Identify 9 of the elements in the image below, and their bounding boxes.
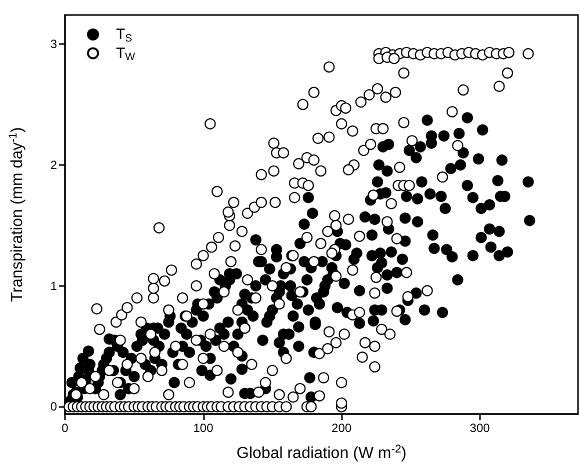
y-tick-label: 1	[50, 278, 58, 293]
y-axis-title: Transpiration (mm day-1)	[8, 127, 26, 302]
x-tick-label: 200	[332, 421, 352, 435]
x-tick-label: 0	[62, 421, 69, 435]
y-tick-label: 2	[50, 158, 58, 172]
y-tick-label: 0	[50, 400, 58, 414]
x-tick-label: 100	[193, 421, 214, 435]
x-tick-label: 300	[470, 421, 490, 435]
y-tick-label: 3	[50, 37, 58, 52]
